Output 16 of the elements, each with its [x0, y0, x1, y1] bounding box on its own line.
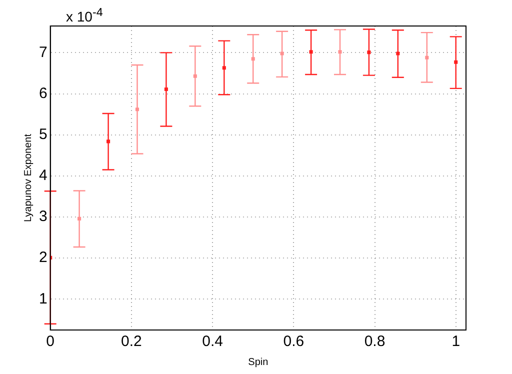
x-tick-label: 1: [452, 333, 460, 350]
x-axis-title: Spin: [248, 356, 268, 368]
y-tick-label: 2: [39, 249, 48, 266]
x-tick-label: 0: [46, 333, 55, 350]
y-tick-label: 4: [39, 167, 48, 184]
y-tick-label: 5: [39, 126, 48, 144]
text: x 10$^{-4}$: [66, 6, 103, 25]
x-tick-label: 0.6: [283, 333, 304, 350]
y-tick-label: 3: [39, 208, 48, 226]
y-tick-label: 6: [39, 84, 48, 102]
x-tick-label: 0.4: [202, 333, 223, 350]
x-tick-label: 0.8: [364, 333, 386, 350]
x-tick-label: 0.2: [121, 333, 142, 350]
y-tick-label: 7: [39, 44, 48, 61]
y-tick-label: 1: [39, 290, 48, 308]
y-axis-title: Lyapunov Exponent: [22, 134, 34, 222]
